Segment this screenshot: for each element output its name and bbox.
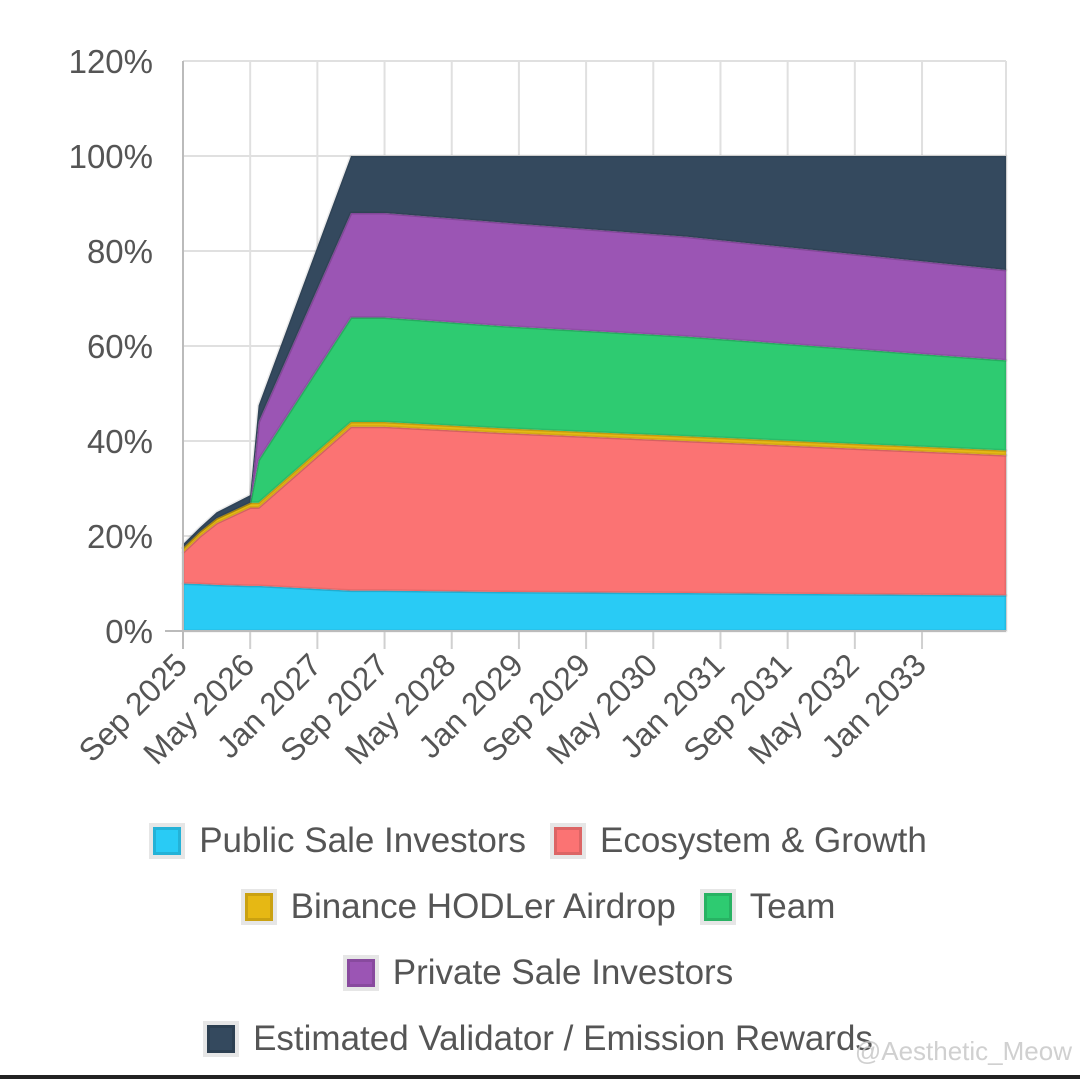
stacked-areas bbox=[181, 154, 1008, 633]
legend-swatch bbox=[240, 889, 277, 925]
legend-item-binance-hodler-airdrop[interactable]: Binance HODLer Airdrop bbox=[240, 887, 676, 927]
watermark: @Aesthetic_Meow bbox=[854, 1036, 1072, 1066]
y-tick-label: 60% bbox=[87, 328, 153, 365]
legend-label: Binance HODLer Airdrop bbox=[290, 887, 676, 926]
legend-label: Ecosystem & Growth bbox=[600, 821, 927, 860]
legend-item-team[interactable]: Team bbox=[699, 887, 836, 927]
legend-label: Private Sale Investors bbox=[392, 953, 734, 992]
area-series-team bbox=[181, 316, 1008, 550]
bottom-bar bbox=[0, 1075, 1080, 1079]
legend-item-validator-emission-rewards[interactable]: Estimated Validator / Emission Rewards bbox=[203, 1019, 873, 1059]
legend-swatch bbox=[149, 823, 186, 859]
legend-item-ecosystem-growth[interactable]: Ecosystem & Growth bbox=[550, 821, 927, 861]
legend-swatch bbox=[699, 889, 736, 925]
y-tick-label: 20% bbox=[87, 518, 153, 555]
legend-swatch bbox=[203, 1021, 240, 1057]
y-axis-ticks: 0% 20% 40% 60% 80% 100% 120% bbox=[69, 43, 153, 650]
legend-row: Binance HODLer Airdrop Team bbox=[231, 874, 850, 940]
legend: Public Sale Investors Ecosystem & Growth… bbox=[0, 808, 1080, 1072]
legend-row: Public Sale Investors Ecosystem & Growth bbox=[139, 808, 941, 874]
legend-row: Private Sale Investors bbox=[333, 940, 747, 1006]
legend-swatch bbox=[342, 955, 379, 991]
y-tick-label: 100% bbox=[69, 138, 153, 175]
legend-row: Estimated Validator / Emission Rewards bbox=[193, 1006, 887, 1072]
area-series-private-sale-investors bbox=[181, 211, 1008, 550]
legend-item-public-sale-investors[interactable]: Public Sale Investors bbox=[149, 821, 527, 861]
legend-label: Team bbox=[749, 887, 836, 926]
legend-swatch bbox=[550, 823, 587, 859]
legend-label: Estimated Validator / Emission Rewards bbox=[253, 1019, 873, 1058]
y-tick-label: 120% bbox=[69, 43, 153, 80]
y-tick-label: 0% bbox=[105, 613, 153, 650]
axes bbox=[165, 61, 1006, 649]
legend-item-private-sale-investors[interactable]: Private Sale Investors bbox=[342, 953, 734, 993]
legend-label: Public Sale Investors bbox=[199, 821, 527, 860]
y-tick-label: 40% bbox=[87, 423, 153, 460]
y-tick-label: 80% bbox=[87, 233, 153, 270]
area-series-estimated-validator-emission-rewards bbox=[181, 154, 1008, 550]
